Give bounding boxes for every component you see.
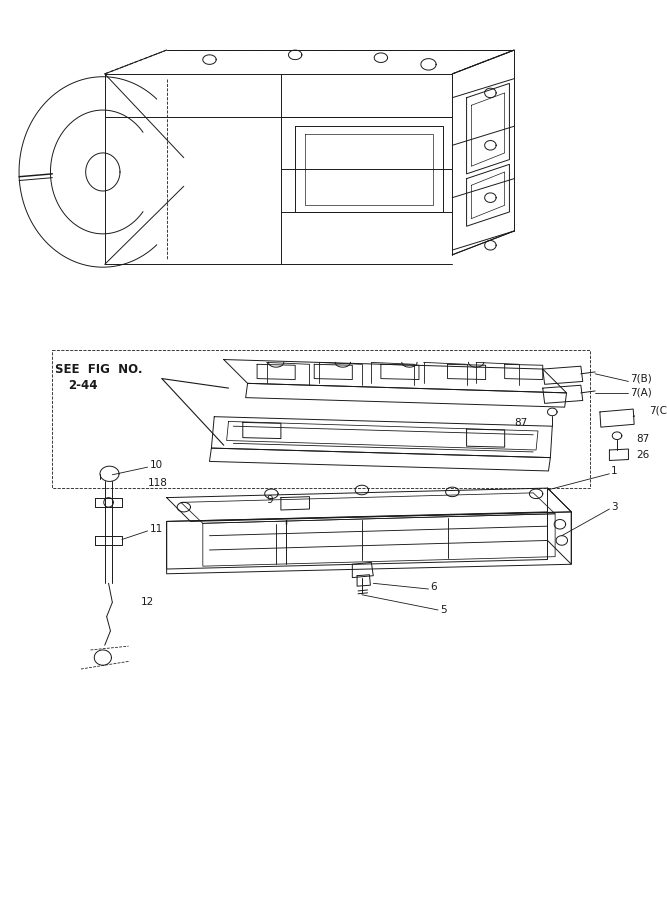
Text: 87: 87 bbox=[514, 418, 528, 428]
Text: 26: 26 bbox=[636, 450, 649, 460]
Text: 118: 118 bbox=[147, 478, 167, 489]
Text: 3: 3 bbox=[612, 502, 618, 512]
Text: 10: 10 bbox=[149, 460, 163, 470]
Text: 5: 5 bbox=[440, 605, 446, 615]
Text: 11: 11 bbox=[149, 524, 163, 534]
Text: 12: 12 bbox=[141, 598, 154, 608]
Text: 2-44: 2-44 bbox=[69, 379, 98, 392]
Text: 6: 6 bbox=[430, 582, 437, 592]
Text: 9: 9 bbox=[267, 494, 273, 505]
Text: 7(A): 7(A) bbox=[630, 388, 652, 398]
Text: SEE  FIG  NO.: SEE FIG NO. bbox=[55, 363, 143, 375]
Text: 87: 87 bbox=[636, 434, 649, 444]
Text: 1: 1 bbox=[612, 466, 618, 476]
Text: 7(C): 7(C) bbox=[650, 405, 667, 415]
Text: 7(B): 7(B) bbox=[630, 374, 652, 383]
